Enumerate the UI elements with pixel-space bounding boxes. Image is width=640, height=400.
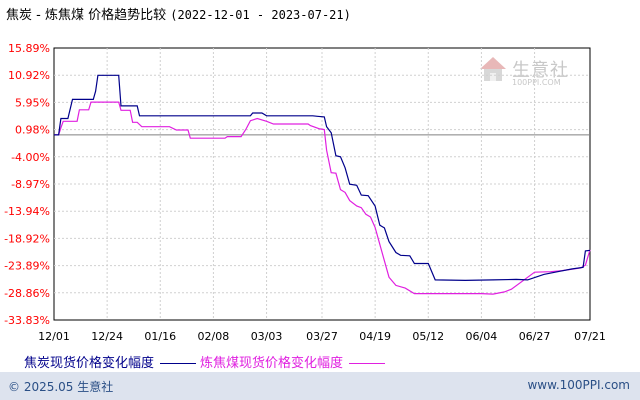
footer-bar: © 2025.05 生意社 www.100PPI.com	[0, 372, 640, 400]
x-tick-label: 05/12	[412, 330, 444, 343]
series-line-2	[54, 101, 591, 295]
x-tick-label: 06/27	[519, 330, 551, 343]
chart-title-main: 焦炭 - 炼焦煤 价格趋势比较	[6, 8, 167, 23]
x-tick-label: 03/03	[251, 330, 283, 343]
y-tick-label: 0.98%	[15, 124, 50, 137]
y-tick-label: -23.89%	[4, 260, 50, 273]
series-line-1	[54, 74, 591, 282]
chart-title-range: (2022-12-01 - 2023-07-21)	[170, 8, 351, 22]
x-tick-label: 12/01	[38, 330, 70, 343]
x-tick-label: 06/04	[466, 330, 498, 343]
x-tick-label: 03/27	[306, 330, 338, 343]
legend-item-series1: 焦炭现货价格变化幅度	[24, 352, 197, 371]
legend-swatch-series2	[349, 363, 386, 364]
house-logo-icon	[480, 57, 506, 81]
x-tick-label: 04/19	[359, 330, 391, 343]
y-tick-label: 15.89%	[8, 42, 50, 55]
y-tick-label: -28.86%	[4, 287, 50, 300]
x-tick-label: 12/24	[91, 330, 123, 343]
y-tick-label: 5.95%	[15, 96, 50, 109]
x-tick-label: 07/21	[574, 330, 606, 343]
footer-site-link[interactable]: www.100PPI.com	[527, 378, 630, 392]
y-tick-label: -18.92%	[4, 232, 50, 245]
legend-label-series1: 焦炭现货价格变化幅度	[24, 356, 155, 371]
legend-item-series2: 炼焦煤现货价格变化幅度	[200, 352, 386, 371]
y-tick-label: -33.83%	[4, 314, 50, 327]
legend-swatch-series1	[160, 363, 197, 364]
x-tick-label: 01/16	[144, 330, 176, 343]
y-tick-label: -13.94%	[4, 205, 50, 218]
logo-sub: 100PPI.COM	[512, 78, 561, 87]
x-tick-label: 02/08	[198, 330, 230, 343]
logo-text: 生意社	[512, 60, 569, 81]
watermark-logo: 生意社 100PPI.COM	[478, 54, 582, 88]
footer-copyright: © 2025.05 生意社	[8, 380, 114, 394]
plot-area: 15.89% 10.92% 5.95% 0.98% -4.00% -8.97% -13.94…	[4, 42, 606, 343]
y-tick-label: -4.00%	[11, 151, 50, 164]
chart-title: 焦炭 - 炼焦煤 价格趋势比较 (2022-12-01 - 2023-07-21…	[6, 4, 351, 23]
legend-label-series2: 炼焦煤现货价格变化幅度	[200, 356, 344, 371]
y-tick-label: 10.92%	[8, 69, 50, 82]
y-tick-label: -8.97%	[11, 178, 50, 191]
